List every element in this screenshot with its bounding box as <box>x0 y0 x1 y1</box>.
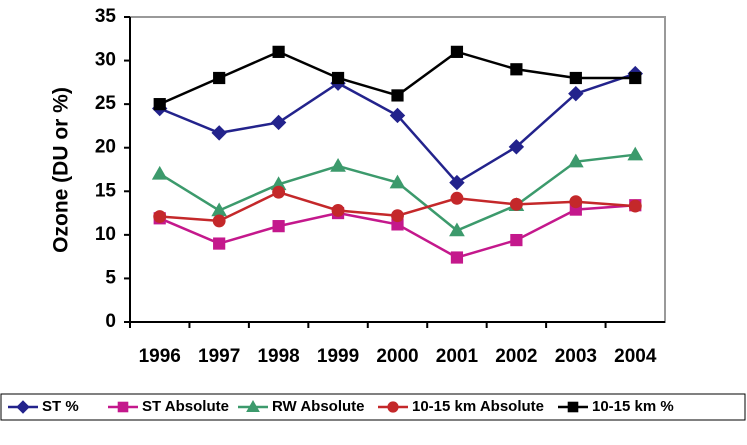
x-tick-label: 2004 <box>614 346 657 367</box>
marker <box>567 401 579 413</box>
legend-label: RW Absolute <box>272 398 365 415</box>
marker <box>450 45 464 58</box>
x-tick-label: 2000 <box>376 346 418 367</box>
x-tick-label: 2001 <box>436 346 479 367</box>
x-tick-label: 2002 <box>495 346 537 367</box>
marker <box>272 45 285 58</box>
marker <box>213 237 226 250</box>
y-tick-label: 5 <box>105 267 116 288</box>
marker <box>628 199 642 213</box>
marker <box>389 174 406 189</box>
marker <box>211 125 227 141</box>
marker <box>153 210 167 224</box>
marker <box>450 191 464 205</box>
marker <box>331 204 345 217</box>
legend-label: 10-15 km Absolute <box>412 398 544 415</box>
marker <box>569 195 583 209</box>
marker <box>569 71 582 85</box>
marker <box>387 401 399 413</box>
marker <box>389 107 406 124</box>
marker <box>213 71 226 85</box>
y-axis-label: Ozone (DU or %) <box>50 87 73 253</box>
y-tick-label: 10 <box>95 224 116 245</box>
x-tick-label: 1997 <box>198 346 240 367</box>
marker <box>449 222 465 237</box>
y-tick-label: 30 <box>95 50 116 71</box>
marker <box>153 98 166 111</box>
marker <box>510 233 523 247</box>
marker <box>391 209 404 223</box>
marker <box>16 400 30 414</box>
marker <box>629 71 642 85</box>
marker <box>331 71 345 85</box>
marker <box>117 401 129 413</box>
legend-label: ST % <box>42 398 79 415</box>
legend-label: 10-15 km % <box>592 398 674 415</box>
marker <box>246 399 260 412</box>
marker <box>270 114 287 131</box>
marker <box>391 89 404 102</box>
x-tick-label: 1999 <box>317 346 359 367</box>
x-tick-label: 1998 <box>257 346 299 367</box>
marker <box>627 146 644 161</box>
marker <box>449 174 465 191</box>
y-tick-label: 25 <box>95 93 117 114</box>
marker <box>450 251 464 264</box>
marker <box>509 197 523 211</box>
y-tick-label: 35 <box>95 6 117 27</box>
marker <box>567 153 584 168</box>
x-tick-label: 1996 <box>139 346 181 367</box>
marker <box>510 63 523 76</box>
marker <box>508 139 525 155</box>
x-tick-label: 2003 <box>555 346 597 367</box>
y-tick-label: 15 <box>95 180 117 201</box>
marker <box>151 165 168 180</box>
y-tick-label: 20 <box>95 137 116 158</box>
marker <box>212 214 226 228</box>
marker <box>272 185 286 199</box>
plot-frame <box>129 16 666 323</box>
marker <box>272 220 285 233</box>
y-tick-label: 0 <box>105 311 116 332</box>
marker <box>330 158 346 172</box>
marker <box>568 85 584 102</box>
legend-label: ST Absolute <box>142 398 229 415</box>
